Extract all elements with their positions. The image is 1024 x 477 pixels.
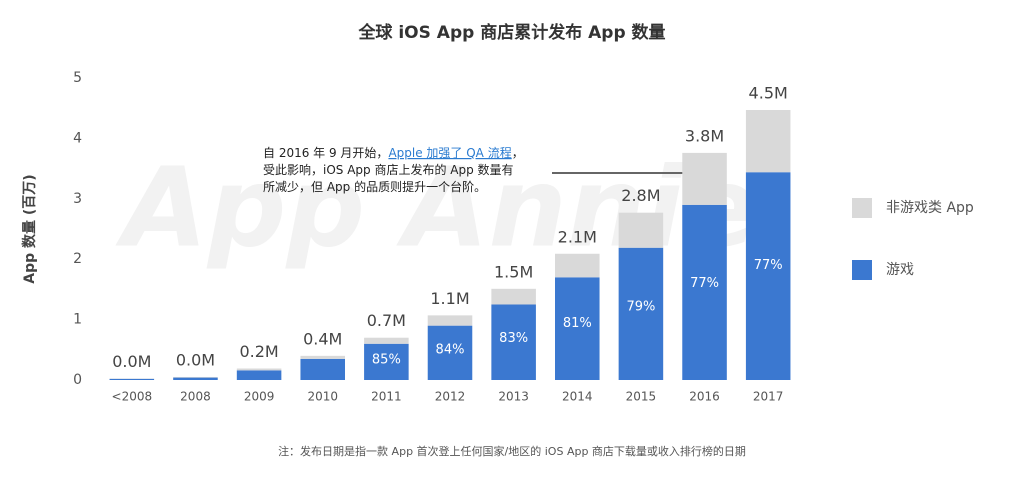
y-tick-label: 3 — [73, 191, 82, 207]
bar-segment — [746, 110, 791, 172]
x-tick-label: 2009 — [244, 390, 275, 404]
share-label: 77% — [690, 276, 719, 291]
x-tick-label: 2011 — [371, 390, 402, 404]
total-label: 4.5M — [749, 84, 788, 103]
annotation-part: 所减少，但 App 的品质则提升一个台阶。 — [263, 179, 486, 194]
total-label: 0.0M — [112, 352, 151, 371]
x-tick-label: 2017 — [753, 390, 784, 404]
y-tick-label: 1 — [73, 312, 82, 328]
total-label: 1.5M — [494, 262, 533, 281]
annotation-part: ， — [512, 146, 524, 160]
legend-label: 非游戏类 App — [886, 200, 974, 216]
x-tick-label: 2015 — [626, 390, 657, 404]
x-tick-label: 2016 — [689, 390, 720, 404]
bar-segment — [619, 213, 664, 248]
legend-swatch — [852, 260, 872, 280]
share-label: 84% — [436, 343, 465, 358]
total-label: 2.8M — [621, 186, 660, 205]
legend-swatch — [852, 198, 872, 218]
legend-label: 游戏 — [886, 262, 914, 278]
total-label: 0.4M — [303, 329, 342, 348]
annotation-part: 受此影响，iOS App 商店上发布的 App 数量有 — [263, 162, 514, 177]
x-tick-label: 2013 — [498, 390, 529, 404]
bar-segment — [110, 379, 155, 380]
share-label: 79% — [626, 300, 655, 315]
annotation-text: 自 2016 年 9 月开始，Apple 加强了 QA 流程， — [263, 145, 524, 160]
bar-segment — [300, 359, 345, 380]
bar-segment — [682, 153, 727, 205]
annotation-part: 自 2016 年 9 月开始， — [263, 146, 388, 160]
total-label: 1.1M — [430, 289, 469, 308]
share-label: 81% — [563, 316, 592, 331]
total-label: 0.2M — [239, 342, 278, 361]
x-tick-label: 2014 — [562, 390, 593, 404]
total-label: 2.1M — [558, 227, 597, 246]
y-tick-label: 4 — [73, 130, 82, 146]
share-label: 85% — [372, 353, 401, 368]
bar-segment — [682, 205, 727, 380]
share-label: 83% — [499, 331, 528, 346]
annotation-text: 所减少，但 App 的品质则提升一个台阶。 — [263, 179, 486, 194]
bar-segment — [300, 356, 345, 359]
bar-segment — [237, 370, 282, 380]
bar-segment — [364, 338, 409, 344]
x-tick-label: 2012 — [435, 390, 466, 404]
bar-segment — [428, 315, 473, 325]
y-tick-label: 2 — [73, 251, 82, 267]
chart-title: 全球 iOS App 商店累计发布 App 数量 — [357, 22, 665, 43]
total-label: 0.7M — [367, 311, 406, 330]
footnote: 注：发布日期是指一款 App 首次登上任何国家/地区的 iOS App 商店下载… — [278, 444, 746, 458]
y-axis-label: App 数量 (百万) — [21, 174, 38, 283]
y-tick-label: 5 — [73, 70, 82, 86]
bar-segment — [555, 254, 600, 278]
x-tick-label: 2010 — [307, 390, 338, 404]
annotation-text: 受此影响，iOS App 商店上发布的 App 数量有 — [263, 162, 514, 177]
bar-segment — [173, 378, 218, 380]
bar-segment — [491, 289, 536, 305]
x-tick-label: 2008 — [180, 390, 211, 404]
annotation-link: Apple 加强了 QA 流程 — [388, 145, 511, 160]
total-label: 0.0M — [176, 350, 215, 369]
bar-segment — [173, 377, 218, 378]
bar-segment — [237, 369, 282, 371]
share-label: 77% — [754, 258, 783, 273]
y-tick-label: 0 — [73, 372, 82, 388]
total-label: 3.8M — [685, 126, 724, 145]
x-tick-label: <2008 — [112, 390, 153, 404]
bar-segment — [746, 172, 791, 380]
